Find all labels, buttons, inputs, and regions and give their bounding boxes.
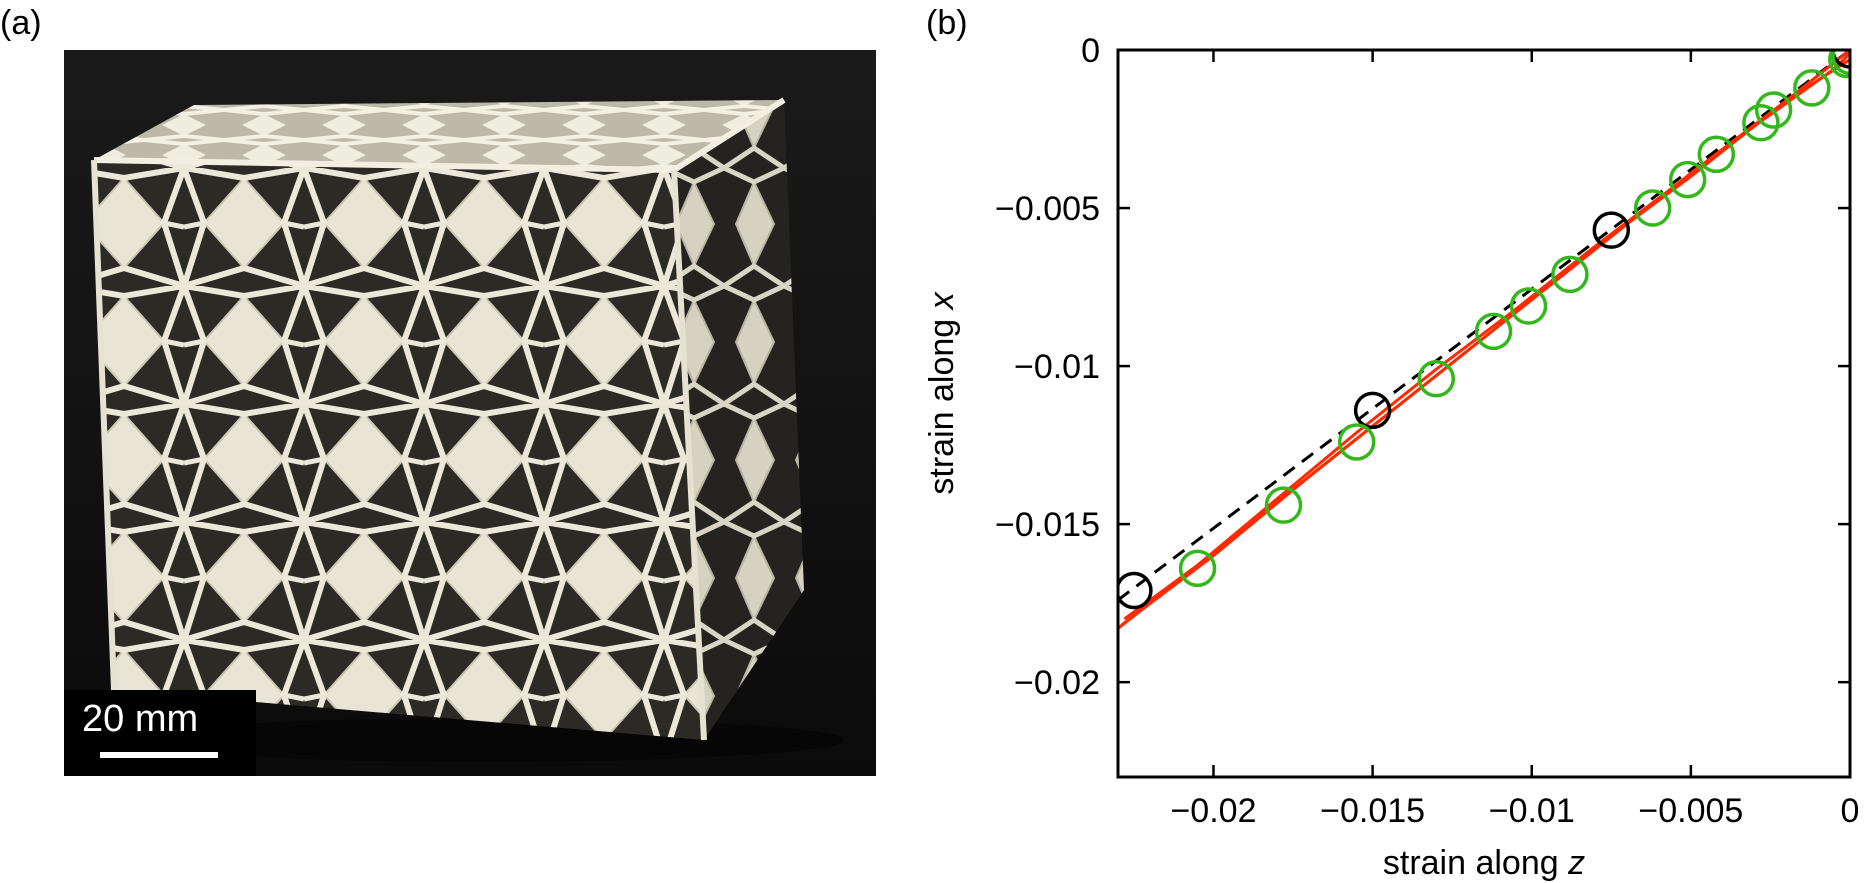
y-tick-label: −0.005 (995, 190, 1100, 228)
cube-top-face (94, 100, 784, 170)
black-marker (1118, 571, 1153, 610)
black-marker (1831, 50, 1850, 69)
x-tick-label: 0 (1841, 792, 1860, 830)
lattice-cube-illustration (64, 50, 876, 776)
y-tick-label: −0.015 (995, 506, 1100, 544)
green-marker (1509, 287, 1548, 325)
green-marker (1831, 50, 1850, 76)
scale-bar-label: 20 mm (82, 698, 199, 740)
y-tick-label: −0.02 (1014, 664, 1100, 702)
green-marker (1754, 91, 1793, 129)
green-marker (1793, 69, 1831, 107)
red-strain-curve (1123, 52, 1850, 621)
panel-a-label: (a) (0, 4, 42, 42)
green-marker (1417, 359, 1456, 398)
x-tick-label: −0.005 (1638, 792, 1743, 830)
axes-frame (1116, 48, 1852, 779)
x-tick-label: −0.01 (1489, 792, 1575, 830)
green-marker (1337, 423, 1376, 461)
green-marker (1828, 50, 1850, 79)
red-strain-curve (1118, 50, 1850, 630)
green-marker (1551, 255, 1589, 294)
x-axis-label: strain along z (1383, 844, 1585, 882)
green-marker (1668, 160, 1707, 199)
green-marker (1742, 103, 1780, 142)
green-marker (1474, 312, 1513, 351)
scale-bar-line (100, 752, 218, 758)
lattice-cube-photo: 20 mm (64, 50, 876, 776)
dashed-fit-line (1118, 50, 1850, 602)
green-marker (1178, 549, 1217, 588)
green-marker (1264, 486, 1303, 524)
x-tick-label: −0.015 (1320, 792, 1425, 830)
y-tick-label: −0.01 (1014, 348, 1100, 386)
cube-side-face (674, 100, 804, 740)
x-tick-label: −0.02 (1170, 792, 1256, 830)
green-marker (1633, 189, 1672, 227)
black-marker (1353, 391, 1392, 430)
cube-front-face (94, 160, 704, 740)
red-strain-curve (1120, 58, 1850, 627)
green-marker (1697, 135, 1736, 174)
y-axis-label: strain along x (923, 291, 961, 494)
black-marker (1592, 211, 1631, 249)
panel-b-label: (b) (926, 4, 968, 42)
plot-area (1118, 50, 1850, 630)
scale-bar: 20 mm (64, 690, 256, 776)
y-tick-label: 0 (1081, 32, 1100, 70)
